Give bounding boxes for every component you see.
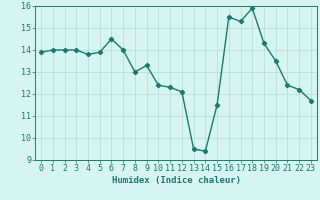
X-axis label: Humidex (Indice chaleur): Humidex (Indice chaleur) xyxy=(111,176,241,185)
